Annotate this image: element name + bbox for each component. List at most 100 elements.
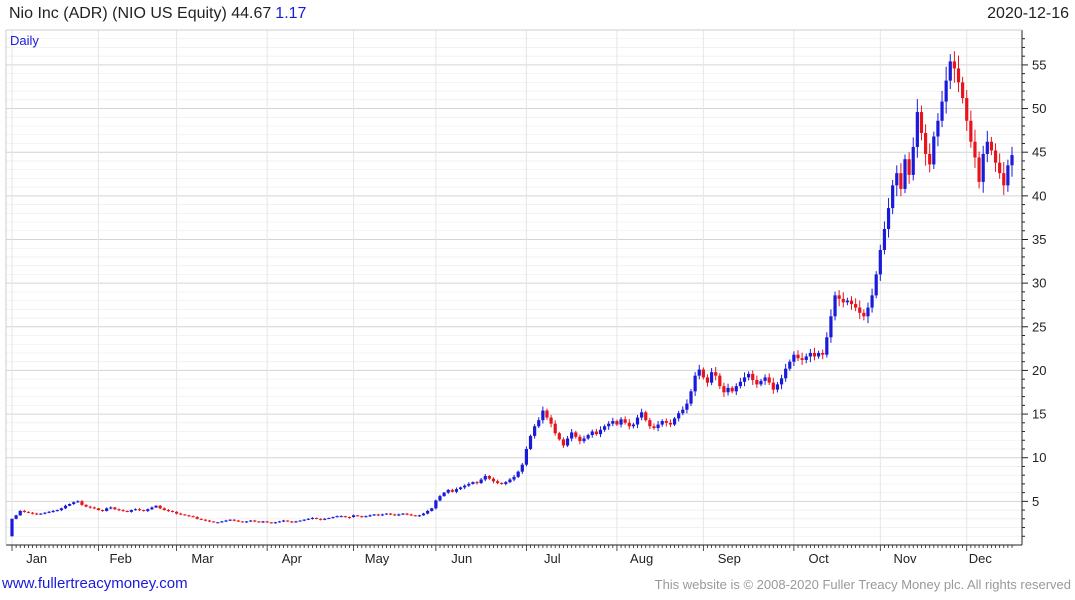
candle	[891, 179, 895, 215]
candle-body	[347, 517, 352, 519]
candle	[463, 484, 467, 490]
candle-body	[35, 513, 39, 515]
candle-body	[541, 410, 545, 421]
candle	[88, 505, 92, 509]
candle	[763, 374, 767, 385]
candle	[825, 332, 829, 358]
candle-body	[500, 483, 504, 485]
candle-body	[273, 522, 277, 524]
candle-body	[870, 295, 874, 308]
candle	[590, 429, 594, 438]
candle-body	[837, 295, 841, 299]
candle-body	[825, 337, 829, 355]
candle	[409, 513, 413, 516]
candle	[586, 433, 590, 440]
candle	[504, 481, 508, 486]
candle	[331, 516, 335, 519]
candle-body	[570, 432, 574, 439]
candle-body	[491, 478, 496, 482]
candle-body	[10, 518, 14, 537]
candle	[928, 143, 932, 173]
site-link[interactable]: www.fullertreacymoney.com	[2, 575, 188, 592]
candle	[619, 417, 623, 428]
candle-body	[22, 510, 26, 512]
candle	[582, 435, 586, 444]
candle-body	[648, 420, 652, 427]
candle	[998, 153, 1002, 179]
candle-body	[685, 403, 689, 410]
candle-body	[981, 153, 985, 182]
candle	[689, 389, 693, 407]
candle	[360, 515, 364, 518]
chart-date: 2020-12-16	[987, 5, 1069, 22]
candle	[607, 421, 611, 430]
candle	[446, 489, 450, 494]
candle	[236, 519, 240, 522]
candle	[306, 518, 310, 521]
candle-body	[113, 507, 117, 510]
candle-body	[327, 517, 331, 519]
candle-body	[660, 421, 664, 425]
candle	[500, 482, 504, 485]
candle-body	[858, 307, 862, 313]
candle-body	[253, 520, 257, 522]
candle-body	[755, 380, 759, 385]
candle	[981, 145, 985, 193]
candle	[68, 503, 72, 507]
candle	[491, 477, 496, 484]
candle-body	[734, 386, 738, 392]
candle	[438, 494, 442, 502]
candle-body	[672, 418, 677, 425]
candle	[915, 99, 919, 158]
candle-body	[919, 112, 924, 133]
candle	[911, 137, 915, 181]
candle	[18, 510, 22, 516]
candle-body	[450, 490, 454, 492]
candle	[442, 491, 446, 497]
candle-body	[565, 438, 570, 446]
candle	[693, 372, 697, 396]
candle-body	[709, 372, 714, 383]
candle	[734, 383, 738, 396]
candle-body	[788, 361, 792, 369]
candle-body	[635, 417, 640, 425]
candle	[882, 221, 887, 255]
candle	[314, 517, 319, 520]
candle	[672, 416, 677, 426]
candle-body	[51, 510, 55, 512]
candle	[656, 420, 660, 432]
candle-body	[434, 500, 438, 509]
candle-body	[602, 426, 607, 430]
candle-body	[310, 517, 315, 519]
candle	[483, 473, 487, 482]
y-tick-label: 5	[1032, 494, 1039, 509]
candle-body	[368, 515, 372, 517]
candle-body	[298, 520, 302, 522]
candle	[771, 377, 775, 394]
candle	[384, 513, 389, 515]
candle-body	[384, 513, 389, 515]
candle	[561, 437, 566, 448]
candle-body	[121, 510, 125, 512]
candle	[784, 363, 788, 382]
candle	[714, 366, 718, 381]
candle	[63, 504, 68, 510]
candle	[627, 419, 631, 430]
candle	[117, 508, 121, 512]
candle	[487, 475, 491, 480]
candle-body	[611, 421, 615, 424]
candle-body	[183, 514, 187, 516]
candle-body	[586, 435, 590, 439]
candle-body	[261, 521, 265, 523]
candle	[154, 505, 158, 508]
candle	[755, 375, 759, 388]
candle-body	[191, 516, 195, 518]
candle-body	[681, 409, 685, 414]
candle	[30, 512, 35, 515]
candle	[644, 410, 648, 422]
candle-body	[146, 509, 150, 511]
candle-body	[84, 504, 88, 507]
candle	[899, 163, 903, 197]
candle	[829, 309, 833, 343]
candle	[26, 511, 31, 514]
